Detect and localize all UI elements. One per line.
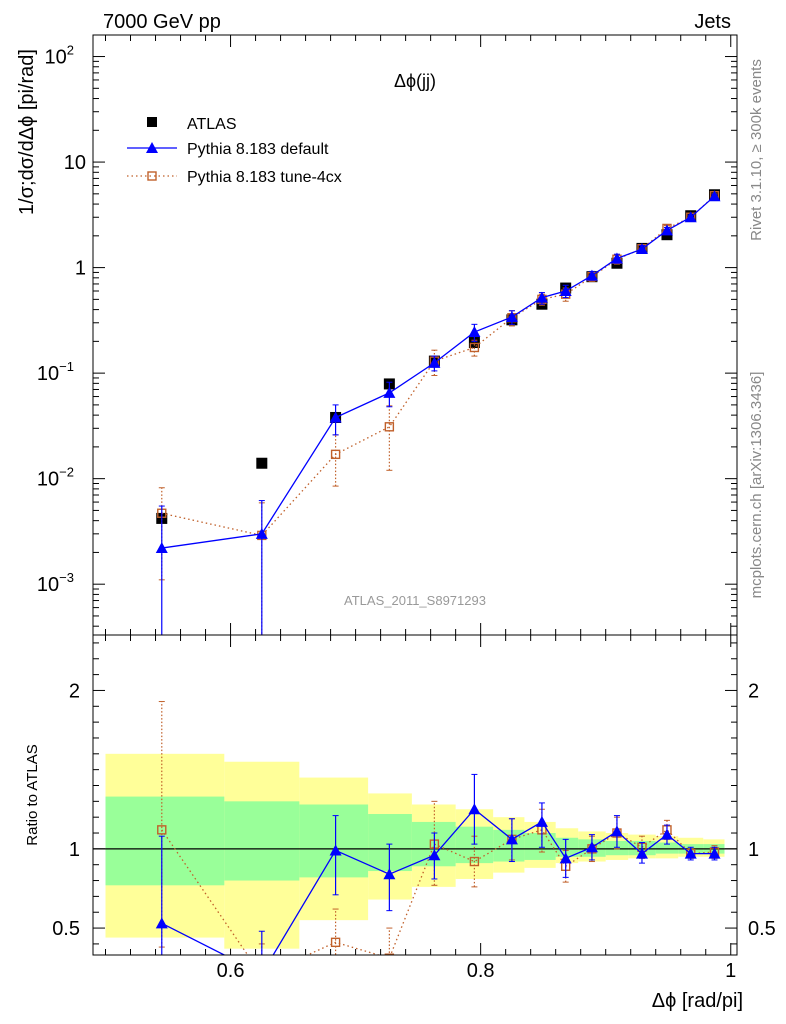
legend-default-label: Pythia 8.183 default (187, 141, 329, 158)
default-point (468, 803, 481, 815)
tune-point (469, 856, 480, 867)
tune-point (330, 449, 341, 460)
tune-point (258, 972, 266, 980)
x-tick-label: 1 (725, 960, 736, 982)
default-point (329, 844, 342, 856)
ratio-panel: 0.5 0.5 1 1 2 2 0.6 0.8 1 Ratio to ATLAS Δϕ [rad… (24, 634, 776, 1012)
x-tick-label: 0.8 (467, 960, 495, 982)
legend-default-marker (146, 142, 158, 153)
default-point (428, 356, 441, 368)
y-tick-label: 102 (45, 43, 74, 69)
default-point (660, 224, 673, 236)
inner-uncertainty-band (299, 804, 369, 878)
main-panel: 10−3 10−2 10−1 1 10 102 Δϕ(jj) ATLAS_2011_S89… (16, 34, 738, 636)
default-point (468, 326, 481, 338)
default-point (155, 917, 168, 929)
tune-point (384, 953, 395, 955)
legend-tune-label: Pythia 8.183 tune-4cx (187, 169, 342, 186)
default-point (505, 833, 518, 845)
ratio-y-tick-label-left: 1 (69, 839, 80, 861)
y-tick-label: 1 (75, 258, 86, 280)
default-point (610, 252, 623, 264)
ratio-y-tick-label-right: 2 (748, 680, 759, 702)
mcplots-label: mcplots.cern.ch [arXiv:1306.3436] (748, 372, 765, 599)
default-point (585, 841, 598, 853)
default-point (610, 825, 623, 837)
main-y-axis-label: 1/σ;dσ/dΔϕ [pi/rad] (16, 49, 38, 215)
default-point (660, 828, 673, 840)
default-point (708, 847, 721, 859)
inner-uncertainty-band (655, 842, 679, 854)
legend-tune-marker (147, 171, 157, 181)
default-point (535, 291, 548, 303)
tune-point (330, 937, 341, 948)
analysis-watermark: ATLAS_2011_S8971293 (344, 593, 486, 608)
inner-uncertainty-band (105, 796, 225, 886)
ratio-y-tick-label-left: 0.5 (52, 918, 80, 940)
header-process-label: Jets (694, 11, 731, 33)
rivet-label: Rivet 3.1.10, ≥ 300k events (748, 59, 765, 241)
legend-atlas-label: ATLAS (187, 116, 237, 133)
ratio-y-axis-label: Ratio to ATLAS (24, 744, 41, 845)
inner-uncertainty-band (224, 801, 300, 881)
ratio-ticks: 0.5 0.5 1 1 2 2 0.6 0.8 1 (52, 635, 776, 982)
ratio-frame (92, 634, 738, 956)
inner-uncertainty-band (368, 814, 412, 872)
y-tick-label: 10 (64, 152, 86, 174)
x-tick-label: 0.6 (217, 960, 245, 982)
default-point (535, 815, 548, 827)
tune-point (469, 342, 480, 353)
default-point (428, 849, 441, 861)
default-point (684, 847, 697, 859)
default-point (708, 190, 721, 202)
legend-atlas-marker (147, 117, 157, 127)
default-point (635, 847, 648, 859)
main-plot-area (155, 189, 721, 635)
default-point (635, 243, 648, 255)
main-title: Δϕ(jj) (394, 71, 436, 91)
default-point (684, 211, 697, 223)
tune-point (157, 825, 167, 835)
default-series-line (161, 195, 715, 549)
main-y-ticks: 10−3 10−2 10−1 1 10 102 (37, 35, 737, 635)
default-point (585, 269, 598, 281)
default-point (329, 411, 342, 423)
inner-uncertainty-band (524, 833, 556, 860)
default-point (256, 968, 268, 979)
atlas-data-point (468, 337, 480, 349)
tune-point (384, 422, 395, 432)
y-tick-label: 10−3 (37, 570, 74, 596)
ratio-plot-area (93, 701, 737, 980)
legend: ATLAS Pythia 8.183 default Pythia 8.183 … (127, 116, 342, 186)
y-tick-label: 10−2 (37, 465, 74, 491)
default-point (383, 868, 396, 880)
x-axis-label: Δϕ [rad/pi] (652, 990, 743, 1012)
default-point (155, 542, 168, 554)
default-point (255, 527, 268, 539)
ratio-y-tick-label-right: 0.5 (748, 918, 776, 940)
default-point (505, 311, 518, 323)
ratio-y-tick-label-right: 1 (748, 839, 759, 861)
y-tick-label: 10−1 (37, 359, 74, 385)
header-energy-label: 7000 GeV pp (103, 11, 221, 33)
ratio-y-tick-label-left: 2 (69, 680, 80, 702)
default-point (559, 285, 572, 297)
atlas-data-point (256, 457, 268, 469)
default-point (383, 386, 396, 398)
default-point (559, 852, 572, 864)
